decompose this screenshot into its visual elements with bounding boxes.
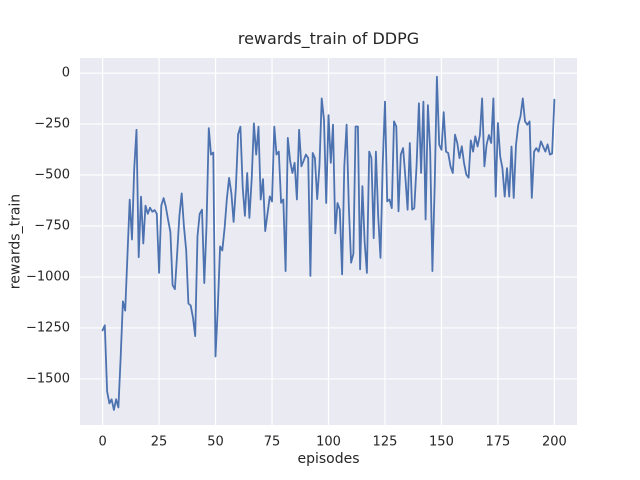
x-tick-label: 175 bbox=[485, 434, 511, 450]
y-tick-label: 0 bbox=[61, 65, 70, 81]
x-tick-label: 50 bbox=[207, 434, 224, 450]
y-tick-label: −1000 bbox=[26, 269, 70, 285]
y-tick-label: −750 bbox=[34, 218, 70, 234]
chart-title: rewards_train of DDPG bbox=[237, 29, 420, 48]
x-tick-label: 75 bbox=[263, 434, 281, 450]
y-tick-label: −500 bbox=[34, 167, 70, 183]
y-axis-label: rewards_train bbox=[7, 193, 24, 290]
x-tick-label: 0 bbox=[98, 434, 107, 450]
y-tick-label: −1250 bbox=[26, 320, 70, 336]
x-tick-label: 100 bbox=[316, 434, 341, 450]
x-tick-label: 200 bbox=[541, 434, 567, 450]
x-tick-label: 125 bbox=[372, 434, 398, 450]
reward-curve bbox=[101, 75, 556, 411]
x-axis-label: episodes bbox=[297, 451, 360, 467]
y-tick-label: −1500 bbox=[26, 371, 70, 387]
x-tick-label: 150 bbox=[429, 434, 454, 450]
y-tick-label: −250 bbox=[34, 116, 70, 132]
x-tick-label: 25 bbox=[150, 434, 168, 450]
